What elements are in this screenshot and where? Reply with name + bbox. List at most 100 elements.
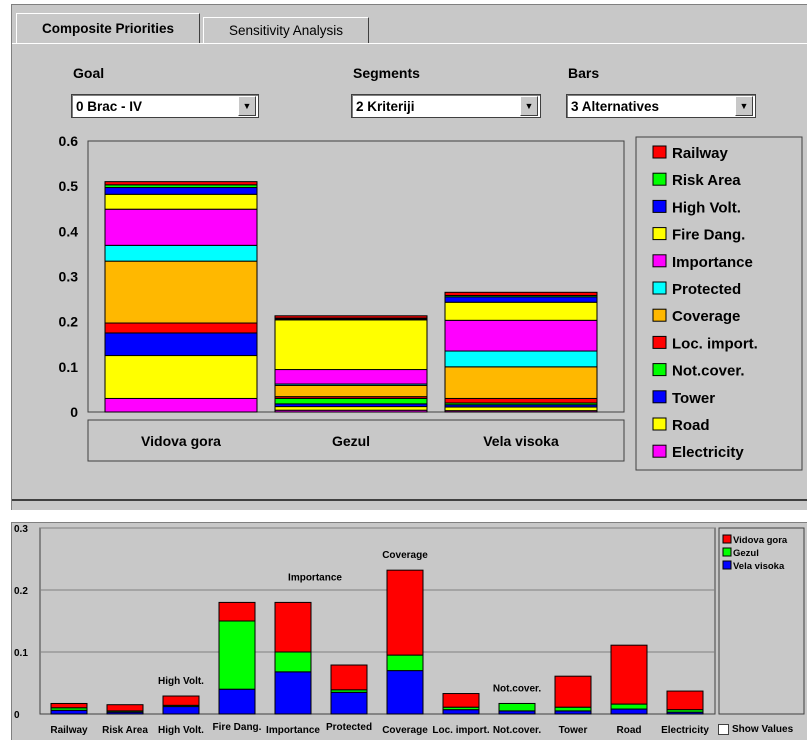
tab-sensitivity-analysis[interactable]: Sensitivity Analysis [203, 17, 369, 43]
show-values-toggle[interactable]: Show Values [718, 724, 793, 735]
bars-select[interactable]: 3 Alternatives ▼ [566, 94, 756, 118]
legend-swatch-gezul [722, 547, 732, 557]
category-label: Vela visoka [483, 433, 559, 449]
category-label: High Volt. [158, 725, 204, 736]
legend-label: Tower [672, 390, 715, 407]
bar-segment-vidova-gora [162, 695, 200, 706]
goal-label: Goal [73, 65, 105, 81]
tab-composite-priorities[interactable]: Composite Priorities [16, 13, 200, 43]
legend-label: Importance [672, 254, 753, 271]
legend-label: Risk Area [672, 172, 741, 189]
y-tick-label: 0.4 [59, 223, 79, 239]
bar-segment-gezul [274, 651, 312, 673]
bar-segment-vela-visoka [274, 671, 312, 715]
legend-swatch-vidova-gora [722, 534, 732, 544]
category-label: Railway [50, 725, 88, 736]
category-label: Tower [559, 725, 588, 736]
category-label: Electricity [661, 725, 709, 736]
category-label: Coverage [382, 725, 428, 736]
category-label: Fire Dang. [213, 722, 262, 733]
bar-segment-gezul [554, 706, 592, 712]
plot-area [39, 527, 716, 715]
bar-segment-vidova-gora [554, 675, 592, 708]
chevron-down-icon[interactable]: ▼ [520, 96, 538, 116]
bar-segment-vela-visoka [330, 691, 368, 715]
category-label: Loc. import. [432, 725, 489, 736]
chevron-down-icon[interactable]: ▼ [735, 96, 753, 116]
y-tick-label: 0.5 [59, 178, 79, 194]
y-tick-label: 0.3 [14, 524, 28, 535]
bar-segment-gezul [386, 654, 424, 672]
bar-annotation: High Volt. [158, 676, 204, 687]
y-tick-label: 0.2 [14, 586, 28, 597]
legend-swatch-railway [652, 145, 667, 159]
segments-value: 2 Kriteriji [356, 98, 415, 114]
legend-swatch-tower [652, 390, 667, 404]
goal-select[interactable]: 0 Brac - IV ▼ [71, 94, 259, 118]
bar-segment-road [104, 355, 258, 399]
y-tick-label: 0.2 [59, 314, 79, 330]
bar-annotation: Importance [288, 572, 342, 583]
category-label: Risk Area [102, 725, 148, 736]
legend-label: Coverage [672, 308, 740, 325]
bar-segment-fire-dang [274, 319, 428, 371]
legend-swatch-fire-dang [652, 227, 667, 241]
bar-segment-vidova-gora [274, 601, 312, 653]
legend-label: Railway [672, 145, 729, 162]
legend-label: Gezul [733, 548, 759, 559]
bar-segment-railway [444, 291, 598, 296]
bar-segment-railway [104, 181, 258, 186]
bar-segment-coverage [104, 260, 258, 324]
legend-swatch-loc-import [652, 335, 667, 349]
legend-label: Loc. import. [672, 335, 758, 352]
category-label: Protected [326, 722, 372, 733]
legend-swatch-coverage [652, 308, 667, 322]
y-tick-label: 0.1 [14, 648, 28, 659]
bar-segment-vela-visoka [442, 709, 480, 715]
bar-annotation: Coverage [382, 550, 428, 561]
bar-segment-vidova-gora [610, 644, 648, 705]
bar-segment-railway [274, 315, 428, 319]
legend-swatch-not-cover [652, 363, 667, 377]
legend-label: Road [672, 417, 710, 434]
legend-swatch-high-volt [652, 199, 667, 213]
bar-segment-vidova-gora [442, 693, 480, 708]
legend-swatch-risk-area [652, 172, 667, 186]
goal-value: 0 Brac - IV [76, 98, 143, 114]
bar-segment-vidova-gora [50, 702, 88, 709]
category-label: Not.cover. [493, 725, 542, 736]
chevron-down-icon[interactable]: ▼ [238, 96, 256, 116]
bar-segment-vidova-gora [386, 569, 424, 656]
tab-label: Sensitivity Analysis [228, 23, 344, 38]
y-tick-label: 0.3 [59, 269, 79, 285]
show-values-checkbox[interactable] [718, 724, 729, 735]
bar-segment-vidova-gora [666, 690, 704, 711]
panel-bottom-border [12, 499, 807, 501]
bar-segment-vidova-gora [106, 704, 144, 712]
bar-segment-vela-visoka [610, 708, 648, 715]
legend-label: Electricity [672, 444, 744, 461]
legend-label: High Volt. [672, 199, 741, 216]
bar-segment-gezul [218, 620, 256, 690]
bar-segment-vidova-gora [330, 664, 368, 691]
bar-annotation: Not.cover. [493, 683, 542, 694]
bar-segment-gezul [610, 703, 648, 710]
tab-label: Composite Priorities [41, 21, 175, 36]
y-tick-label: 0 [70, 404, 78, 420]
category-label: Vidova gora [141, 433, 221, 449]
category-label: Gezul [332, 433, 370, 449]
legend-label: Not.cover. [672, 363, 745, 380]
bar-segment-vela-visoka [162, 706, 200, 715]
segments-label: Segments [353, 65, 420, 81]
legend-label: Protected [672, 281, 741, 298]
segments-select[interactable]: 2 Kriteriji ▼ [351, 94, 541, 118]
legend-swatch-road [652, 417, 667, 431]
legend-label: Vela visoka [733, 561, 785, 572]
show-values-label: Show Values [732, 724, 794, 735]
y-tick-label: 0.1 [59, 359, 79, 375]
bar-segment-gezul [498, 702, 536, 712]
y-tick-label: 0.6 [59, 133, 79, 149]
category-label: Importance [266, 725, 320, 736]
legend-box [635, 136, 803, 471]
